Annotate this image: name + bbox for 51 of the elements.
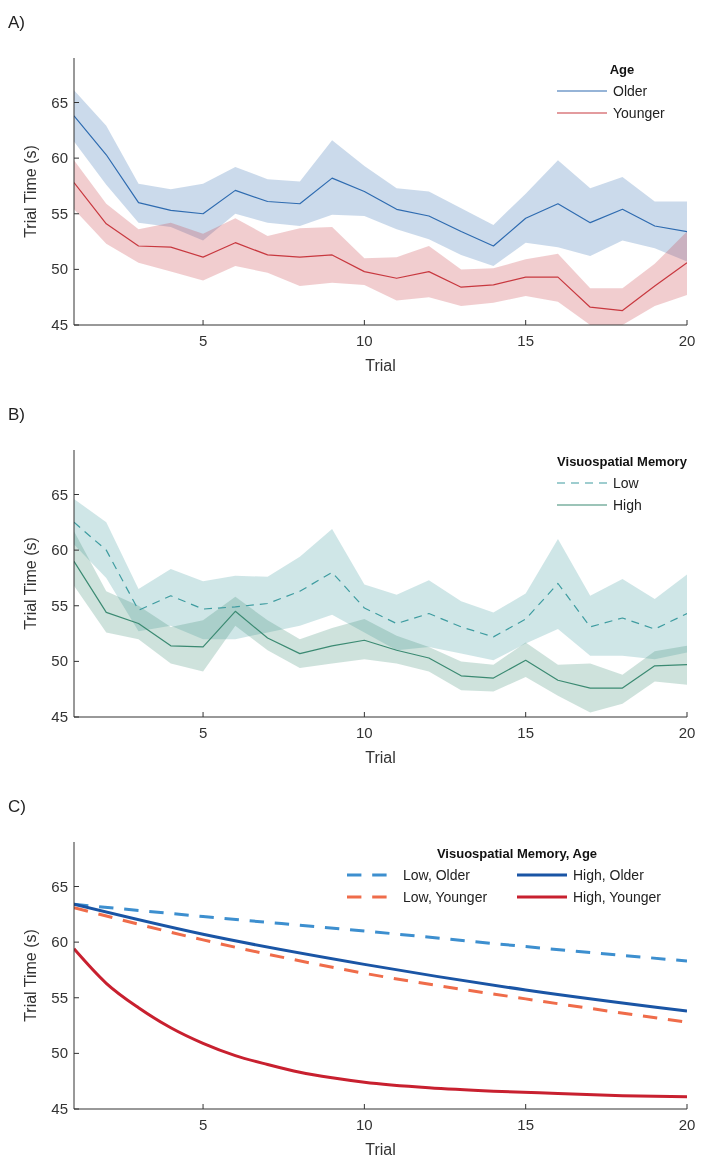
y-axis-title: Trial Time (s): [22, 537, 39, 630]
y-tick-label: 45: [51, 316, 68, 333]
y-tick-label: 60: [51, 541, 68, 559]
x-tick-label: 20: [678, 332, 696, 349]
x-tick-label: 15: [517, 332, 535, 349]
legend-label: Low: [613, 475, 640, 491]
line-series: [74, 182, 687, 312]
x-axis-title: Trial: [365, 749, 396, 766]
legend-title: Visuospatial Memory, Age: [436, 846, 598, 861]
y-tick-label: 55: [51, 988, 68, 1006]
x-axis-title: Trial: [365, 357, 396, 374]
x-axis-title: Trial: [365, 1141, 396, 1158]
x-tick-label: 15: [517, 724, 535, 741]
y-tick-label: 45: [51, 1100, 68, 1117]
x-tick-label: 5: [198, 1116, 208, 1133]
y-tick-label: 50: [51, 260, 68, 278]
y-tick-label: 60: [51, 933, 68, 951]
line-series: [74, 521, 687, 638]
y-tick-label: 65: [51, 485, 68, 503]
line-series: [74, 947, 687, 1099]
y-tick-label: 45: [51, 708, 68, 725]
y-axis-title: Trial Time (s): [22, 929, 39, 1022]
legend-label: Younger: [613, 105, 665, 121]
legend-label: High: [613, 497, 642, 513]
x-tick-label: 5: [198, 724, 208, 741]
legend-label: Low, Older: [403, 867, 471, 883]
x-tick-label: 20: [678, 724, 696, 741]
legend-title: Age: [609, 62, 635, 77]
legend-title: Visuospatial Memory: [557, 454, 688, 469]
x-tick-label: 15: [517, 1116, 535, 1133]
x-tick-label: 10: [356, 1116, 373, 1133]
y-tick-label: 55: [51, 204, 68, 222]
x-tick-label: 10: [356, 332, 373, 349]
legend-label: Older: [613, 83, 648, 99]
legend-label: High, Younger: [573, 889, 662, 905]
x-tick-label: 10: [356, 724, 373, 741]
chart-title: C): [8, 797, 26, 816]
y-tick-label: 50: [51, 652, 68, 670]
y-tick-label: 65: [51, 877, 68, 895]
chart-title: A): [8, 13, 25, 32]
y-tick-label: 60: [51, 149, 68, 167]
y-tick-label: 65: [51, 93, 68, 111]
line-series: [74, 560, 687, 689]
x-tick-label: 20: [678, 1116, 696, 1133]
legend-label: High, Older: [573, 867, 645, 883]
x-tick-label: 5: [198, 332, 208, 349]
y-tick-label: 50: [51, 1044, 68, 1062]
legend-label: Low, Younger: [403, 889, 488, 905]
chart-title: B): [8, 405, 25, 424]
y-axis-title: Trial Time (s): [22, 145, 39, 238]
y-tick-label: 55: [51, 596, 68, 614]
